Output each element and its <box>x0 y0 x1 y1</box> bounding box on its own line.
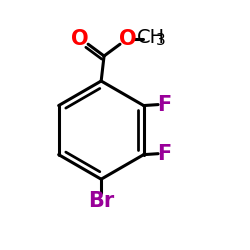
Text: CH: CH <box>137 28 165 47</box>
Text: F: F <box>157 144 171 164</box>
Text: 3: 3 <box>156 33 165 48</box>
Text: Br: Br <box>88 191 114 211</box>
Text: O: O <box>119 29 137 49</box>
Text: O: O <box>71 29 88 49</box>
Text: F: F <box>157 94 171 114</box>
